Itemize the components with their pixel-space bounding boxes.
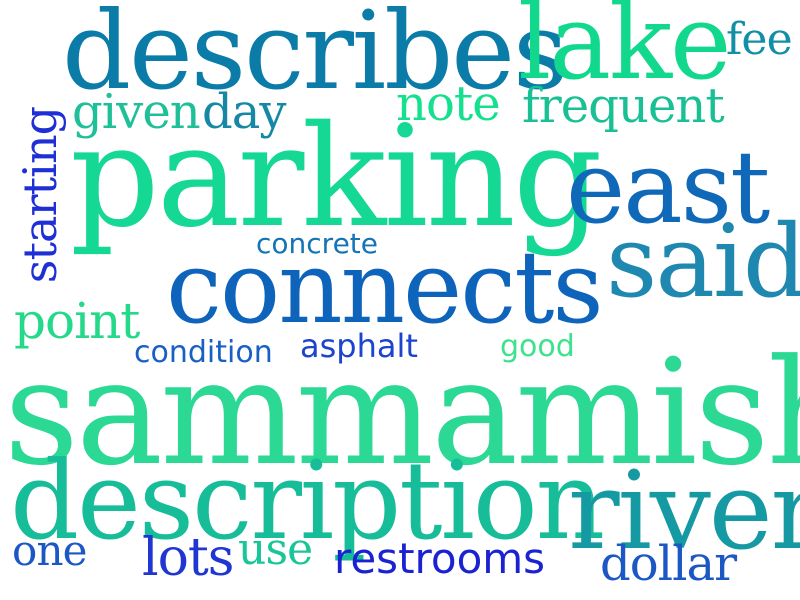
- word-dollar: dollar: [600, 536, 737, 592]
- word-description: description: [10, 439, 605, 564]
- word-concrete: concrete: [256, 227, 378, 260]
- word-describes: describes: [62, 0, 568, 114]
- word-one: one: [12, 526, 88, 575]
- word-frequent: frequent: [522, 78, 725, 134]
- word-restrooms: restrooms: [334, 534, 546, 583]
- word-lots: lots: [142, 528, 234, 588]
- word-use: use: [238, 524, 313, 575]
- word-asphalt: asphalt: [300, 327, 418, 365]
- word-day: day: [202, 84, 287, 140]
- word-condition: condition: [134, 335, 273, 370]
- word-east: east: [566, 129, 770, 246]
- word-connects: connects: [166, 229, 604, 346]
- word-river: river: [568, 449, 800, 574]
- word-point: point: [14, 292, 140, 350]
- word-sammamish: sammamish: [4, 328, 800, 498]
- word-good: good: [500, 329, 575, 364]
- word-note: note: [396, 76, 501, 132]
- word-said: said: [606, 203, 800, 320]
- word-parking: parking: [70, 96, 603, 259]
- word-fee: fee: [726, 14, 793, 65]
- word-lake: lake: [518, 0, 732, 103]
- word-starting: starting: [13, 106, 68, 284]
- word-given: given: [72, 84, 201, 140]
